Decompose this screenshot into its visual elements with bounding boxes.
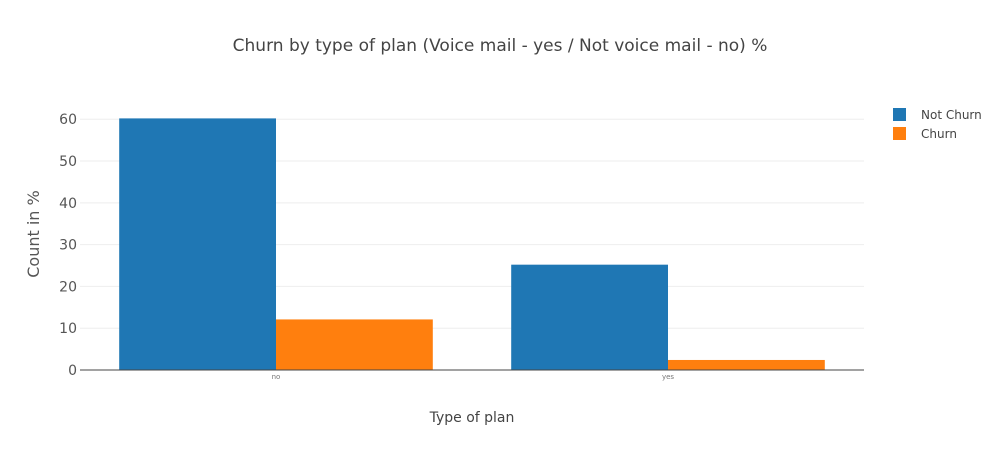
y-tick-label: 30 [59,238,77,254]
bar-not-churn-no[interactable] [119,118,276,370]
y-tick-label: 20 [59,279,77,295]
legend-label: Churn [921,127,957,141]
legend-label: Not Churn [921,108,982,122]
bar-churn-yes[interactable] [668,359,825,370]
axes: 0 10 20 30 40 50 60 no yes [59,112,864,381]
y-tick-label: 40 [59,196,77,212]
x-tick-label: no [272,373,281,381]
chart-title: Churn by type of plan (Voice mail - yes … [233,36,768,56]
legend-item-churn[interactable]: Churn [893,127,957,141]
x-axis-title: Type of plan [429,410,515,426]
legend-item-not-churn[interactable]: Not Churn [893,108,982,122]
legend[interactable]: Not Churn Churn [893,108,982,141]
bars [119,118,825,370]
bar-churn-no[interactable] [276,319,433,370]
bar-not-churn-yes[interactable] [511,264,668,370]
legend-swatch [893,108,906,121]
x-tick-label: yes [662,373,674,381]
legend-swatch [893,127,906,140]
y-tick-label: 60 [59,112,77,128]
y-tick-label: 10 [59,321,77,337]
y-tick-label: 0 [68,363,77,379]
y-tick-label: 50 [59,154,77,170]
y-axis-title: Count in % [24,190,43,277]
